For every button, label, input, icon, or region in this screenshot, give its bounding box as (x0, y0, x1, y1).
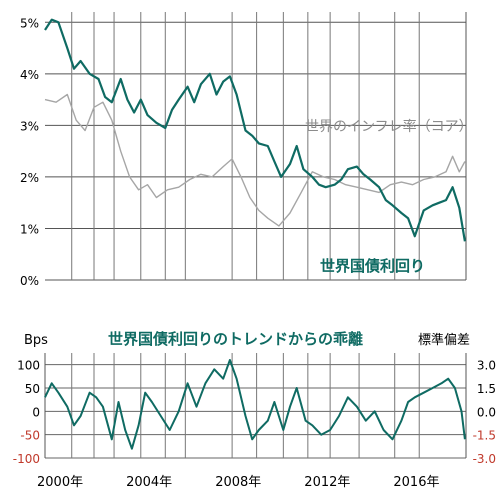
deviation-series-line (44, 359, 466, 450)
top-y-tick-label: 1% (20, 222, 39, 236)
top-y-tick-label: 0% (20, 274, 39, 288)
top-y-tick-label: 2% (20, 171, 39, 185)
bottom-x-tick-label: 2012年 (304, 475, 350, 490)
bottom-left-axis-unit: Bps (24, 333, 48, 348)
yield-series-label: 世界国債利回り (320, 257, 425, 275)
bottom-y2-tick-label: 1.5 (477, 382, 496, 396)
bottom-y-tick-label: 50 (25, 382, 40, 396)
top-y-tick-label: 3% (20, 119, 39, 133)
bottom-x-tick-label: 2008年 (215, 475, 261, 490)
top-y-tick-label: 4% (20, 68, 39, 82)
bottom-y-tick-label: 0 (32, 405, 40, 419)
bottom-y2-tick-label: -3.0 (473, 452, 496, 466)
bottom-right-axis-unit: 標準偏差 (418, 332, 470, 348)
bottom-panel-title: 世界国債利回りのトレンドからの乖離 (108, 330, 363, 348)
bottom-y-tick-label: -50 (20, 429, 40, 443)
bottom-y-tick-label: -100 (13, 452, 40, 466)
bottom-y-tick-label: 100 (17, 359, 40, 373)
top-y-tick-label: 5% (20, 16, 39, 30)
bottom-x-tick-label: 2000年 (37, 475, 83, 490)
inflation-series-line (44, 93, 466, 227)
yield-series-line (44, 18, 466, 242)
inflation-series-label: 世界のインフレ率（コア） (305, 118, 473, 135)
bottom-y2-tick-label: 0.0 (477, 405, 496, 419)
bottom-y2-tick-label: -1.5 (473, 429, 496, 443)
bottom-y2-tick-label: 3.0 (477, 359, 496, 373)
bottom-x-tick-label: 2016年 (393, 475, 439, 490)
bottom-x-tick-label: 2004年 (126, 475, 172, 490)
